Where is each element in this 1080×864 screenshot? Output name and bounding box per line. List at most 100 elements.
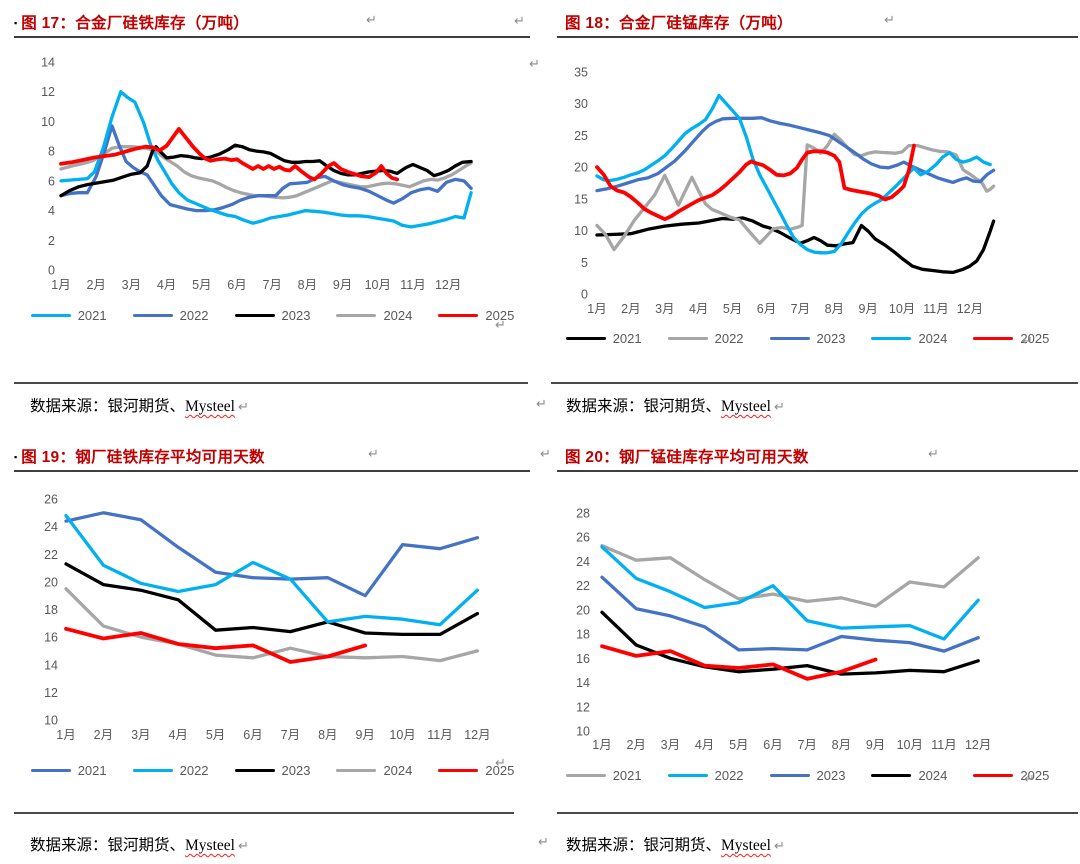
fig19-legend: 2021 2022 2023 2024 2025 — [20, 763, 525, 778]
y-axis-tick-label: 35 — [574, 66, 588, 80]
legend-item-2021: 2021 — [565, 331, 642, 346]
legend-line-swatch — [234, 768, 275, 773]
line-chart-svg: 10 12 14 16 18 20 22 24 26 28 1月 2月 3月 4月 5月 6月 7月 8月 9月 10… — [576, 507, 991, 753]
figure-17-title: 图 17：合金厂硅铁库存（万吨） — [21, 15, 250, 32]
x-axis-tick-label: 1月 — [51, 278, 70, 292]
legend-line-swatch — [871, 336, 912, 341]
fig20-legend: 2021 2022 2023 2024 2025 — [555, 768, 1060, 783]
legend-item-2024: 2024 — [871, 331, 947, 346]
figure-17-chart: 0 2 4 6 8 10 12 14 1月 2月 3月 4月 5月 6月 7月 8月 9月 10月 11月 12月 20… — [20, 48, 525, 323]
x-axis-tick-label: 7月 — [797, 738, 816, 752]
figure-20-title: 图 20：钢厂锰硅库存平均可用天数 — [565, 449, 809, 466]
return-mark: ↵ — [773, 400, 785, 415]
series-line-2024 — [600, 610, 980, 676]
x-axis-tick-label: 6月 — [243, 728, 262, 742]
return-mark: ↵ — [237, 839, 249, 854]
series-line-2022 — [595, 132, 996, 252]
legend-line-swatch — [438, 768, 479, 773]
legend-year-label: 2024 — [383, 763, 413, 778]
series-line-2025 — [595, 143, 916, 222]
legend-line-swatch — [973, 336, 1014, 341]
y-axis-tick-label: 25 — [574, 129, 588, 143]
x-axis-tick-label: 9月 — [355, 728, 374, 742]
y-axis-tick-label: 24 — [576, 555, 590, 569]
x-axis-tick-label: 10月 — [389, 728, 415, 742]
series-line-2021 — [600, 544, 980, 608]
y-axis-tick-label: 2 — [48, 234, 55, 248]
x-axis-tick-label: 8月 — [298, 278, 317, 292]
x-axis-tick-label: 4月 — [157, 278, 176, 292]
legend-year-label: 2023 — [816, 768, 846, 783]
legend-item-2025: 2025 — [438, 763, 514, 778]
legend-item-2025: 2025 — [973, 768, 1049, 783]
y-axis-tick-label: 12 — [576, 700, 590, 714]
x-axis-tick-label: 4月 — [695, 738, 714, 752]
y-axis-tick-label: 14 — [576, 676, 590, 690]
legend-item-2021: 2021 — [565, 768, 642, 783]
legend-line-swatch — [769, 336, 810, 341]
legend-item-2022: 2022 — [132, 308, 209, 323]
x-axis-tick-label: 5月 — [206, 728, 225, 742]
x-axis-tick-label: 1月 — [56, 728, 75, 742]
x-axis-tick-label: 11月 — [400, 278, 425, 292]
x-axis-tick-label: 3月 — [122, 278, 141, 292]
series-line-2025 — [64, 626, 368, 664]
legend-line-swatch — [438, 313, 479, 318]
legend-line-swatch — [132, 313, 173, 318]
series-line-2025 — [600, 644, 878, 681]
x-axis-tick-label: 10月 — [897, 738, 923, 752]
legend-line-swatch — [565, 336, 606, 341]
legend-line-swatch — [336, 768, 377, 773]
y-axis-tick-label: 14 — [44, 658, 58, 672]
x-axis-tick-label: 12月 — [965, 738, 991, 752]
x-axis-tick-label: 5月 — [723, 302, 742, 316]
x-axis-tick-label: 4月 — [168, 728, 187, 742]
legend-item-2025: 2025 — [973, 331, 1049, 346]
x-axis-tick-label: 10月 — [365, 278, 391, 292]
x-axis-tick-label: 8月 — [832, 738, 851, 752]
return-mark: ↵ — [237, 400, 249, 415]
figure-20-chart: 10 12 14 16 18 20 22 24 26 28 1月 2月 3月 4月 5月 6月 7月 8月 9月 10… — [555, 498, 1060, 783]
return-mark: ↵ — [366, 13, 377, 28]
figure-19-title-row: ▪ 图 19：钢厂硅铁库存平均可用天数 — [14, 445, 265, 469]
y-axis-tick-label: 12 — [41, 85, 55, 99]
legend-line-swatch — [871, 773, 912, 778]
legend-year-label: 2022 — [714, 768, 744, 783]
data-source-prefix: 数据来源：银河期货、 — [30, 837, 186, 854]
legend-year-label: 2025 — [485, 308, 515, 323]
y-axis-tick-label: 6 — [48, 174, 55, 188]
x-axis-tick-label: 12月 — [435, 278, 461, 292]
legend-line-swatch — [336, 313, 377, 318]
x-axis-tick-label: 11月 — [427, 728, 452, 742]
y-axis-tick-label: 8 — [48, 145, 55, 159]
x-axis-tick-label: 3月 — [661, 738, 680, 752]
legend-year-label: 2025 — [485, 763, 515, 778]
x-axis-tick-label: 12月 — [464, 728, 490, 742]
y-axis-tick-label: 20 — [574, 161, 588, 175]
mysteel-text: Mysteel — [185, 837, 235, 854]
return-mark: ↵ — [538, 835, 549, 850]
x-axis-tick-label: 7月 — [281, 728, 300, 742]
y-axis-tick-label: 10 — [574, 224, 588, 238]
legend-line-swatch — [30, 768, 71, 773]
divider-rule — [14, 36, 530, 38]
legend-item-2025: 2025 — [438, 308, 514, 323]
legend-year-label: 2022 — [179, 763, 209, 778]
legend-item-2023: 2023 — [234, 763, 310, 778]
x-axis-tick-label: 3月 — [655, 302, 674, 316]
legend-item-2024: 2024 — [336, 763, 412, 778]
return-mark: ↵ — [495, 318, 506, 333]
series-line-2025 — [59, 127, 400, 182]
return-mark: ↵ — [928, 447, 939, 462]
y-axis-tick-label: 14 — [41, 56, 55, 70]
legend-line-swatch — [769, 773, 810, 778]
title-bullet: ▪ — [14, 452, 18, 462]
y-axis-tick-label: 26 — [44, 493, 58, 507]
x-axis-tick-label: 11月 — [923, 302, 948, 316]
series-line-2022 — [600, 545, 980, 641]
legend-year-label: 2024 — [918, 768, 948, 783]
line-chart-svg: 0 2 4 6 8 10 12 14 1月 2月 3月 4月 5月 6月 7月 8月 9月 10月 11月 12月 — [41, 56, 473, 292]
return-mark: ↵ — [1024, 772, 1035, 787]
y-axis-tick-label: 12 — [44, 686, 58, 700]
line-chart-svg: 10 12 14 16 18 20 22 24 26 1月 2月 3月 4月 5月 6月 7月 8月 9月 10月 1… — [44, 493, 491, 743]
